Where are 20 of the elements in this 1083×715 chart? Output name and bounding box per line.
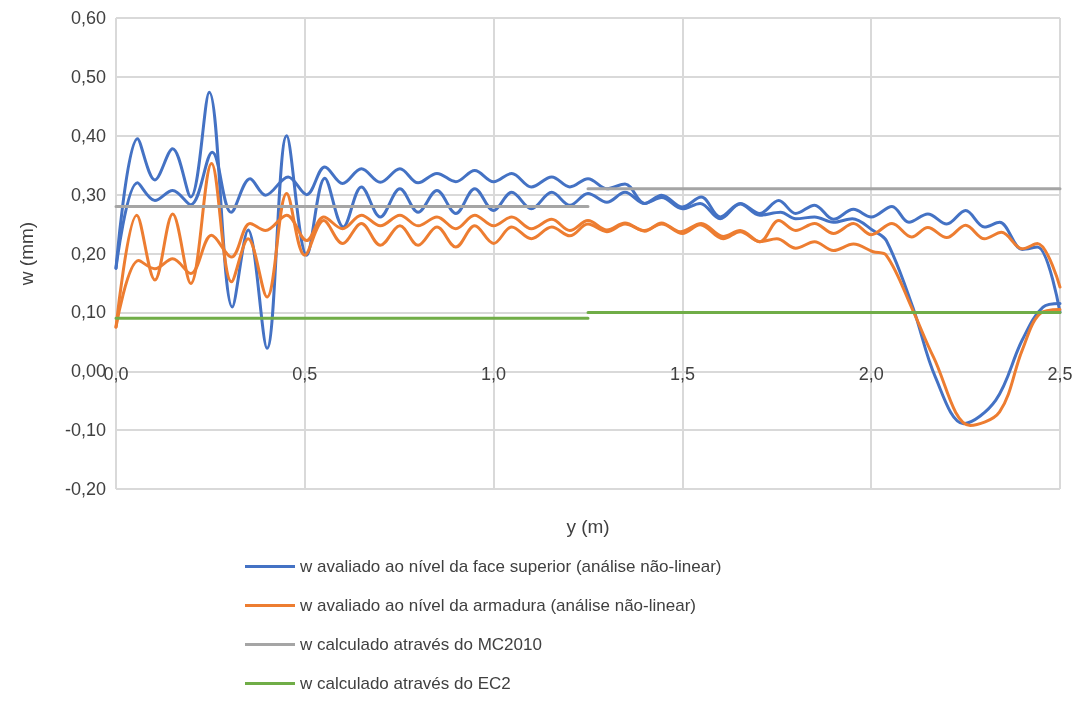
x-tick-label: 2,0 — [858, 364, 884, 384]
x-tick-label: 1,5 — [669, 364, 695, 384]
legend-label: w calculado através do EC2 — [299, 674, 511, 693]
x-tick-label: 2,5 — [1047, 364, 1073, 384]
x-tick-label: 0,5 — [292, 364, 318, 384]
y-tick-label: 0,50 — [70, 66, 106, 87]
y-axis-title: w (mm) — [16, 221, 37, 287]
y-tick-label: -0,10 — [64, 420, 106, 441]
y-tick-label: 0,20 — [70, 243, 106, 264]
legend-label: w avaliado ao nível da face superior (análise não-linear) — [299, 557, 722, 576]
y-tick-label: 0,30 — [70, 184, 106, 205]
y-tick-label: 0,10 — [70, 302, 106, 323]
y-tick-label: -0,20 — [64, 479, 106, 499]
y-tick-label: 0,60 — [70, 8, 106, 28]
x-axis-title: y (m) — [566, 516, 610, 537]
y-tick-label: 0,00 — [70, 361, 106, 382]
x-tick-label: 1,0 — [481, 364, 507, 384]
legend-label: w calculado através do MC2010 — [299, 635, 542, 654]
y-tick-label: 0,40 — [70, 125, 106, 146]
legend-label: w avaliado ao nível da armadura (análise não-linear) — [299, 596, 696, 615]
